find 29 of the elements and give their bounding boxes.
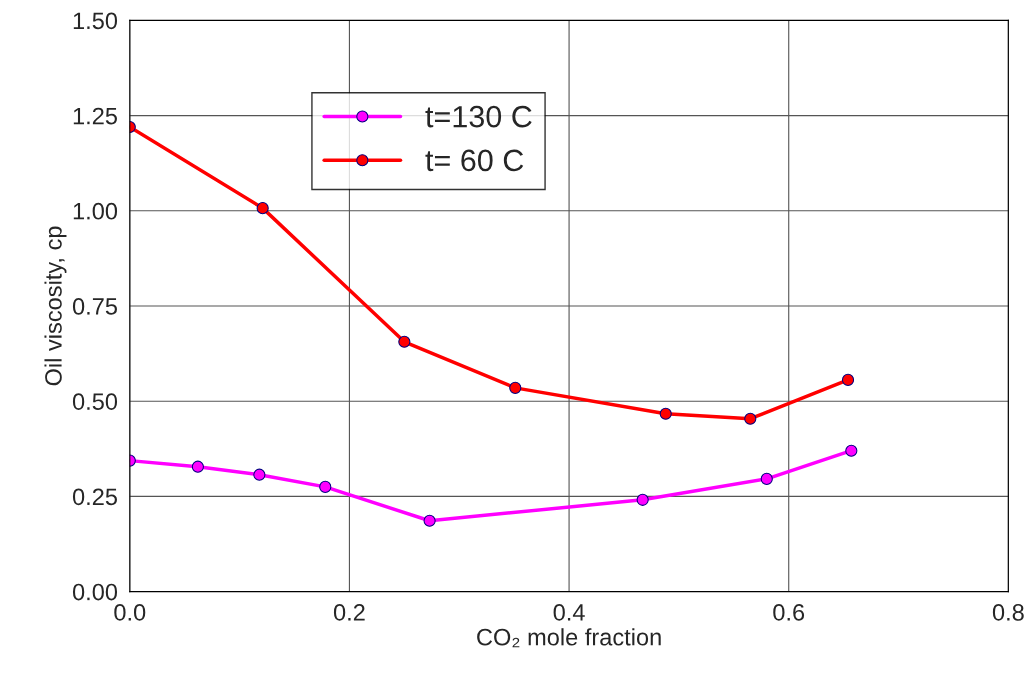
point: [636, 493, 649, 506]
point: [760, 472, 773, 485]
point: [398, 335, 411, 348]
x-tick-label: 0.0: [114, 604, 146, 621]
y-tick-label: 0.50: [72, 393, 118, 410]
x-axis-title: CO₂ mole fraction: [477, 628, 661, 648]
point: [253, 468, 266, 481]
point: [509, 381, 522, 394]
y-tick-label: 0.25: [72, 488, 117, 506]
point: [256, 202, 269, 215]
legend-label: t=130 C: [425, 105, 532, 128]
point: [423, 514, 436, 527]
x-tick-label: 0.4: [553, 604, 585, 621]
point: [845, 444, 858, 457]
y-tick-label: 0.75: [72, 298, 117, 315]
y-tick-label: 1.25: [73, 107, 117, 125]
y-tick-label: 1.00: [73, 202, 118, 220]
y-tick-label: 0.00: [72, 583, 118, 601]
legend-label: t= 60 C: [425, 149, 524, 172]
x-tick-label: 0.6: [773, 604, 805, 621]
y-axis-title: Oil viscosity, cp: [44, 226, 67, 386]
point: [841, 373, 855, 386]
point: [744, 412, 757, 425]
point: [191, 460, 204, 473]
point: [659, 407, 672, 420]
point: [319, 480, 332, 493]
x-tick-label: 0.2: [333, 604, 365, 621]
y-tick-label: 1.50: [73, 12, 118, 30]
x-tick-label: 0.8: [992, 604, 1024, 621]
